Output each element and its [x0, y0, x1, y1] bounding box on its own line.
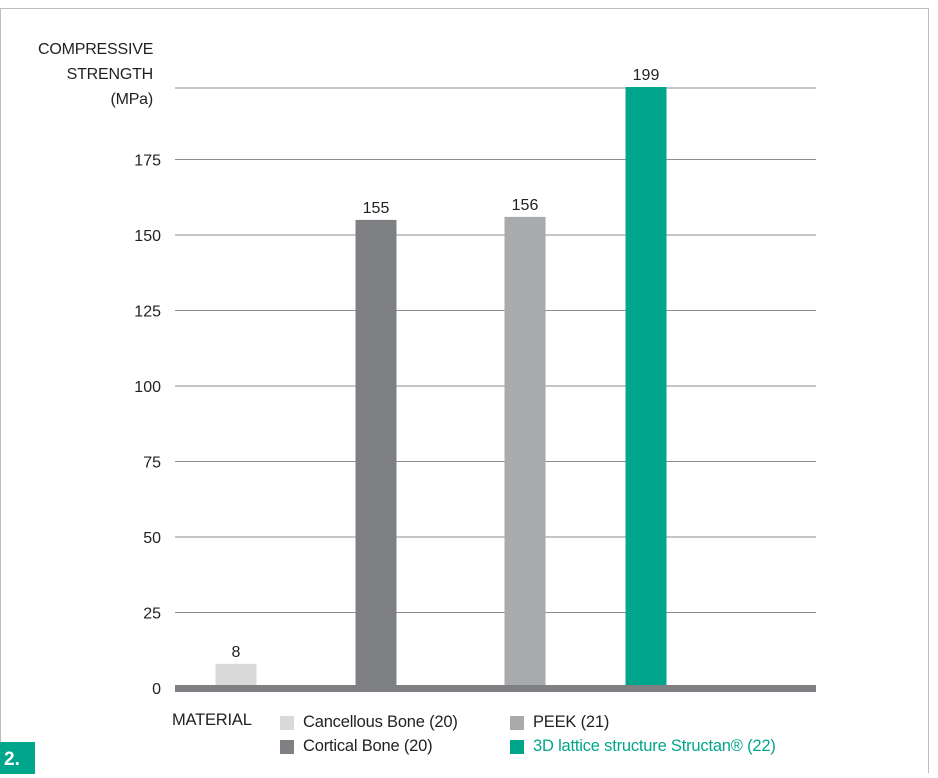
legend-item-peek: PEEK (21) [510, 713, 609, 732]
bar [215, 663, 257, 688]
y-tick-label: 75 [143, 455, 161, 472]
legend-item-cortical-bone: Cortical Bone (20) [280, 737, 433, 756]
y-axis-title-line: STRENGTH [66, 66, 154, 83]
y-tick-label: 125 [134, 304, 161, 321]
y-tick-label: 50 [143, 530, 161, 547]
figure-frame [0, 8, 929, 773]
legend-item-structan: 3D lattice structure Structan® (22) [510, 737, 776, 756]
y-axis-title: COMPRESSIVE STRENGTH (MPa) [38, 37, 153, 112]
y-tick-label: 175 [134, 153, 161, 170]
legend-label: 3D lattice structure Structan® (22) [533, 737, 776, 755]
figure-number-badge: 2. [0, 742, 35, 774]
data-label-background [227, 642, 245, 662]
x-axis-baseline [175, 685, 816, 692]
y-axis-title-line: (MPa) [110, 91, 153, 108]
data-label-background [507, 195, 543, 215]
data-label: 156 [512, 197, 539, 214]
legend-item-cancellous-bone: Cancellous Bone (20) [280, 713, 458, 732]
x-axis-title: MATERIAL [172, 711, 252, 729]
legend-swatch [280, 739, 294, 754]
y-tick-label: 25 [143, 606, 161, 623]
data-label: 199 [633, 67, 660, 84]
bar [504, 216, 546, 688]
data-label-background [358, 198, 394, 218]
data-label-background [628, 66, 664, 86]
data-label: 155 [363, 200, 390, 217]
data-label: 8 [232, 644, 241, 661]
legend-swatch [280, 715, 294, 730]
legend-swatch [510, 739, 524, 754]
y-tick-label: 150 [134, 228, 161, 245]
legend-label: Cancellous Bone (20) [303, 713, 458, 731]
bar [355, 219, 397, 688]
legend-swatch [510, 715, 524, 730]
legend-label: Cortical Bone (20) [303, 737, 433, 755]
y-axis-title-line: COMPRESSIVE [38, 41, 154, 58]
y-tick-label: 100 [134, 379, 161, 396]
y-tick-label: 0 [152, 681, 161, 698]
legend-label: PEEK (21) [533, 713, 610, 731]
bar [625, 87, 667, 688]
